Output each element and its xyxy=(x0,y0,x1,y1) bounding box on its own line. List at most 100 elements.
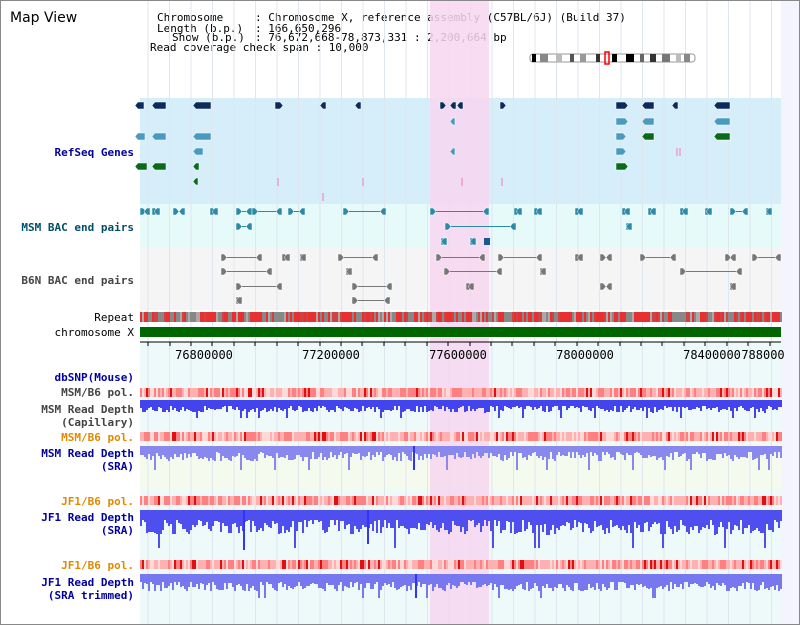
jf1-pol-strip xyxy=(676,496,678,505)
jf1-depth-trimmed-bar xyxy=(404,574,406,585)
msm-pol-strip-2 xyxy=(194,432,196,441)
msm-pol-strip-2 xyxy=(152,432,154,441)
jf1-depth-trimmed-label[interactable]: JF1 Read Depth (SRA trimmed) xyxy=(41,576,134,602)
msm-pol-strip-2 xyxy=(460,432,462,441)
msm-depth-sra-label[interactable]: MSM Read Depth (SRA) xyxy=(41,447,134,473)
jf1-depth-bar xyxy=(558,510,560,530)
msm-pol-strip-2 xyxy=(344,432,346,441)
jf1-pol-label[interactable]: JF1/B6 pol. xyxy=(61,495,134,508)
jf1-depth-trimmed-bar xyxy=(740,574,742,586)
msm-depth-capillary-bar xyxy=(326,400,328,410)
jf1-pol-strip-2 xyxy=(538,560,540,569)
msm-depth-sra-bar xyxy=(308,446,310,470)
msm-depth-sra-bar xyxy=(762,446,764,455)
msm-depth-capillary-bar xyxy=(616,400,618,412)
repeat-segment xyxy=(318,312,320,322)
refseq-gene xyxy=(713,132,731,141)
msm-depth-capillary-label[interactable]: MSM Read Depth (Capillary) xyxy=(41,403,134,429)
jf1-pol-strip-2 xyxy=(228,560,230,569)
jf1-depth-bar xyxy=(362,510,364,525)
jf1-depth-bar xyxy=(670,510,672,529)
jf1-depth-bar xyxy=(530,510,532,525)
msm-pol-strip-2 xyxy=(730,432,732,441)
msm-depth-sra-bar xyxy=(430,446,432,459)
repeat-segment xyxy=(618,312,620,322)
msm-pol-strip xyxy=(600,388,602,397)
msm-pol-strip xyxy=(626,388,628,397)
jf1-pol-strip xyxy=(234,496,236,505)
msm-depth-capillary-bar xyxy=(718,400,720,412)
jf1-depth-bar xyxy=(716,510,718,534)
msm-depth-sra-bar xyxy=(662,446,664,460)
refseq-genes-label[interactable]: RefSeq Genes xyxy=(54,146,134,159)
jf1-depth-trimmed-bar xyxy=(692,574,694,584)
msm-depth-sra-bar xyxy=(180,446,182,454)
jf1-pol-strip-2 xyxy=(570,560,572,569)
repeat-segment xyxy=(390,312,392,322)
jf1-pol-strip xyxy=(668,496,670,505)
msm-depth-capillary-bar xyxy=(424,400,426,406)
jf1-pol-strip xyxy=(224,496,226,505)
jf1-pol-strip-2 xyxy=(578,560,580,569)
jf1-depth-bar xyxy=(164,510,166,520)
jf1-depth-bar xyxy=(724,510,726,548)
msm-depth-sra-bar xyxy=(248,446,250,460)
jf1-pol-strip-2 xyxy=(364,560,366,569)
msm-pol-strip-2 xyxy=(600,432,602,441)
msm-depth-capillary-bar xyxy=(276,400,278,412)
jf1-depth-bar xyxy=(230,510,232,533)
repeat-segment xyxy=(422,312,424,322)
msm-depth-capillary-bar xyxy=(518,400,520,408)
repeat-segment xyxy=(450,312,452,322)
jf1-depth-bar xyxy=(182,510,184,529)
msm-pol-strip-2 xyxy=(616,432,618,441)
msm-pol-strip-2 xyxy=(672,432,674,441)
msm-pol-label[interactable]: MSM/B6 pol. xyxy=(61,386,134,399)
msm-pol-label-2[interactable]: MSM/B6 pol. xyxy=(61,431,134,444)
repeat-segment xyxy=(664,312,666,322)
jf1-depth-bar xyxy=(520,510,522,532)
jf1-depth-bar xyxy=(708,510,710,529)
jf1-depth-bar xyxy=(312,510,314,524)
msm-pol-strip-2 xyxy=(274,432,276,441)
msm-pol-strip-2 xyxy=(222,432,224,441)
jf1-pol-strip xyxy=(448,496,450,505)
msm-depth-capillary-bar xyxy=(550,400,552,411)
msm-depth-capillary-bar xyxy=(448,400,450,409)
jf1-depth-bar xyxy=(408,510,410,534)
msm-pol-strip-2 xyxy=(430,432,432,441)
jf1-depth-trimmed-bar xyxy=(248,574,250,591)
msm-depth-capillary-bar xyxy=(758,400,760,412)
b6n-bac-label[interactable]: B6N BAC end pairs xyxy=(21,274,134,287)
msm-pol-strip xyxy=(236,388,238,397)
jf1-pol-strip xyxy=(772,496,774,505)
jf1-depth-bar xyxy=(578,510,580,522)
jf1-depth-trimmed-bar xyxy=(668,574,670,591)
msm-pol-strip-2 xyxy=(610,432,612,441)
msm-pol-strip-2 xyxy=(298,432,300,441)
jf1-depth-label[interactable]: JF1 Read Depth (SRA) xyxy=(41,511,134,537)
jf1-pol-strip xyxy=(652,496,654,505)
jf1-pol-strip-2 xyxy=(220,560,222,569)
jf1-depth-bar xyxy=(632,510,634,548)
msm-bac-label[interactable]: MSM BAC end pairs xyxy=(21,221,134,234)
msm-pol-strip-2 xyxy=(492,432,494,441)
jf1-pol-strip-2 xyxy=(684,560,686,569)
msm-depth-sra-bar xyxy=(218,446,220,453)
msm-depth-capillary-bar xyxy=(656,400,658,412)
msm-pol-strip xyxy=(194,388,196,397)
repeat-segment xyxy=(490,312,492,322)
jf1-depth-bar xyxy=(602,510,604,530)
jf1-depth-bar xyxy=(646,510,648,522)
msm-pol-strip xyxy=(554,388,556,397)
repeat-segment xyxy=(316,312,318,322)
msm-depth-sra-bar xyxy=(200,446,202,458)
msm-depth-capillary-bar xyxy=(516,400,518,406)
repeat-segment xyxy=(198,312,200,322)
jf1-pol-strip xyxy=(548,496,550,505)
jf1-depth-trimmed-bar xyxy=(712,574,714,586)
jf1-pol-label-2[interactable]: JF1/B6 pol. xyxy=(61,559,134,572)
dbsnp-label[interactable]: dbSNP(Mouse) xyxy=(54,371,134,384)
msm-depth-sra-bar xyxy=(574,446,576,458)
